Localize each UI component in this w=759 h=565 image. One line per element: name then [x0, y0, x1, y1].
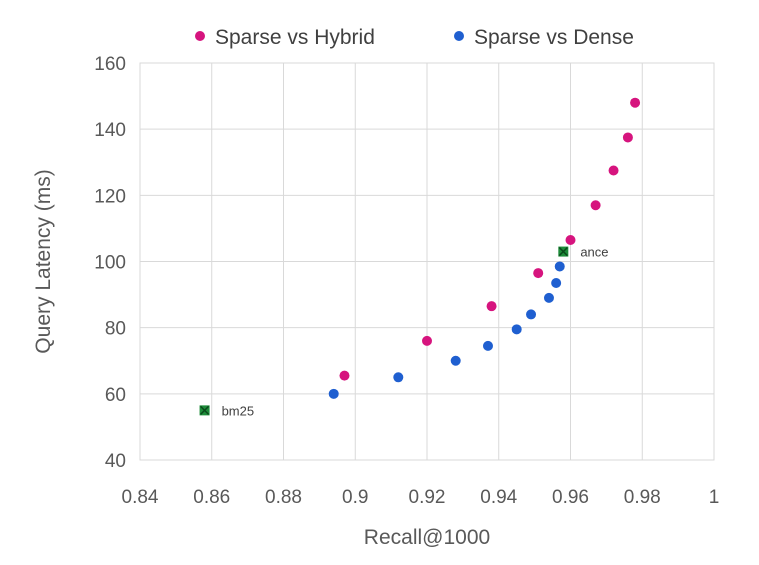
data-points — [328, 97, 641, 399]
point-sparse-vs-hybrid — [622, 132, 633, 143]
point-sparse-vs-dense — [551, 278, 562, 289]
point-sparse-vs-hybrid — [339, 370, 350, 381]
x-tick-label: 0.9 — [342, 487, 368, 508]
y-axis-ticks: 40 60 80 100 120 140 160 — [94, 54, 126, 472]
point-sparse-vs-dense — [511, 324, 522, 335]
y-axis-label: Query Latency (ms) — [32, 169, 55, 353]
point-sparse-vs-hybrid — [590, 200, 601, 211]
point-sparse-vs-hybrid — [486, 301, 497, 312]
legend-marker-sparse-vs-hybrid — [195, 31, 205, 41]
point-sparse-vs-dense — [482, 340, 493, 351]
y-tick-label: 120 — [94, 186, 126, 207]
annotations: bm25 ance — [199, 245, 609, 418]
legend-label-sparse-vs-dense: Sparse vs Dense — [474, 26, 634, 49]
point-sparse-vs-hybrid — [608, 165, 619, 176]
x-tick-label: 0.96 — [552, 487, 589, 508]
x-axis-ticks: 0.84 0.86 0.88 0.9 0.92 0.94 0.96 0.98 1 — [122, 487, 720, 508]
annotation-label-bm25: bm25 — [222, 403, 255, 418]
annotation-label-ance: ance — [580, 245, 608, 260]
legend-label-sparse-vs-hybrid: Sparse vs Hybrid — [215, 26, 375, 49]
point-sparse-vs-dense — [554, 261, 565, 272]
x-tick-label: 0.98 — [624, 487, 661, 508]
y-tick-label: 100 — [94, 253, 126, 274]
y-tick-label: 140 — [94, 120, 126, 141]
y-tick-label: 80 — [105, 319, 126, 340]
legend: Sparse vs Hybrid Sparse vs Dense — [195, 26, 634, 49]
y-tick-label: 60 — [105, 385, 126, 406]
x-tick-label: 0.86 — [193, 487, 230, 508]
plot-area-border — [139, 62, 715, 461]
marker-cross-bm25 — [200, 405, 210, 415]
point-sparse-vs-dense — [526, 309, 537, 320]
x-axis-label: Recall@1000 — [364, 526, 490, 549]
point-sparse-vs-dense — [450, 355, 461, 366]
x-tick-label: 0.88 — [265, 487, 302, 508]
point-sparse-vs-hybrid — [533, 268, 544, 279]
point-sparse-vs-dense — [393, 372, 404, 383]
x-tick-label: 0.84 — [122, 487, 159, 508]
legend-marker-sparse-vs-dense — [454, 31, 464, 41]
point-sparse-vs-hybrid — [630, 97, 641, 108]
grid-lines — [139, 62, 715, 461]
point-sparse-vs-hybrid — [422, 335, 432, 346]
x-tick-label: 0.94 — [480, 487, 517, 508]
x-tick-label: 0.92 — [409, 487, 446, 508]
marker-cross-ance — [558, 247, 568, 257]
point-sparse-vs-dense — [543, 292, 554, 303]
x-tick-label: 1 — [709, 487, 720, 508]
y-tick-label: 160 — [94, 54, 126, 75]
point-sparse-vs-hybrid — [565, 234, 576, 245]
y-tick-label: 40 — [105, 451, 126, 472]
point-sparse-vs-dense — [328, 388, 339, 399]
